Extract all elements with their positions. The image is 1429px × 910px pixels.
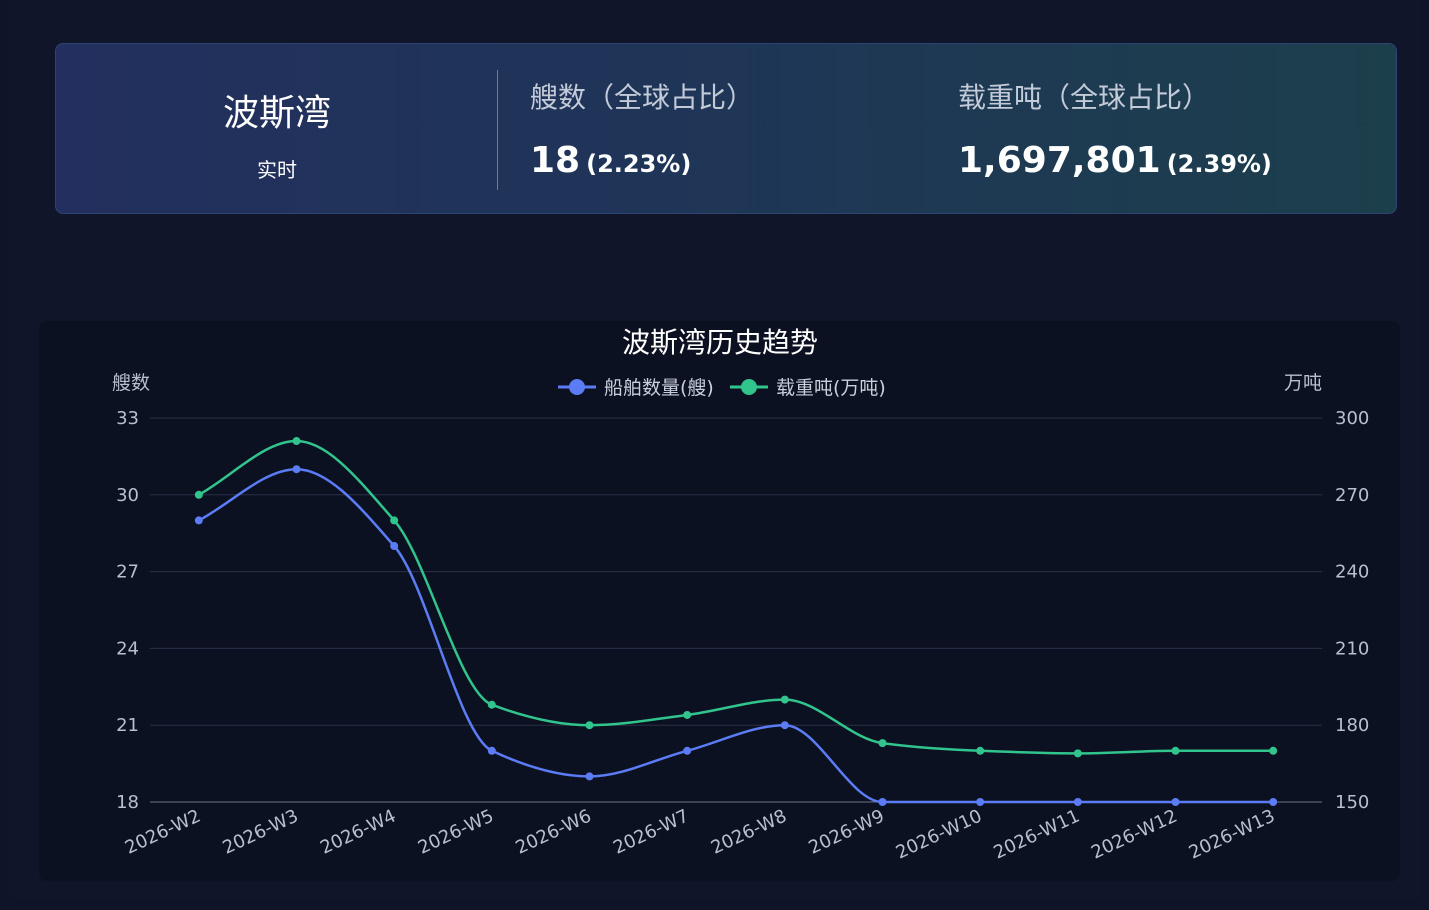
- ships-data-point[interactable]: [976, 798, 985, 806]
- right-axis-tick: 300: [1335, 408, 1369, 429]
- right-axis-name: 万吨: [1284, 372, 1322, 394]
- ships-data-point[interactable]: [194, 516, 203, 525]
- chart-legend[interactable]: 船舶数量(艘) 载重吨(万吨): [558, 377, 886, 399]
- right-axis-tick: 240: [1335, 562, 1369, 583]
- ships-data-point[interactable]: [487, 746, 496, 755]
- x-axis-tick: 2026-W2: [122, 805, 204, 858]
- right-axis-tick: 270: [1335, 485, 1369, 506]
- dwt-series-line: [198, 439, 1274, 755]
- left-axis-tick: 33: [116, 408, 139, 429]
- right-axis-tick: 150: [1335, 792, 1369, 813]
- dwt-data-point[interactable]: [585, 721, 594, 730]
- dwt-data-point[interactable]: [194, 490, 203, 499]
- x-axis-tick: 2026-W9: [805, 805, 887, 858]
- dwt-data-point[interactable]: [878, 739, 887, 748]
- x-axis-tick: 2026-W6: [512, 805, 594, 858]
- dwt-metric: 载重吨（全球占比） 1,697,801 (2.39%): [958, 44, 1378, 215]
- dwt-data-point[interactable]: [487, 700, 496, 709]
- left-axis-tick: 24: [116, 638, 139, 659]
- dwt-data-point[interactable]: [1073, 749, 1082, 758]
- ships-metric: 艘数（全球占比） 18 (2.23%): [530, 44, 950, 215]
- x-axis-tick: 2026-W8: [708, 805, 790, 858]
- dwt-data-point[interactable]: [1171, 746, 1180, 755]
- dwt-data-point[interactable]: [976, 746, 985, 755]
- x-axis-tick: 2026-W10: [893, 805, 986, 863]
- summary-card: 波斯湾 实时 艘数（全球占比） 18 (2.23%) 载重吨（全球占比） 1,69…: [55, 43, 1397, 214]
- x-axis-tick: 2026-W11: [990, 805, 1083, 863]
- left-axis-tick: 30: [116, 485, 139, 506]
- x-axis-tick: 2026-W4: [317, 805, 399, 858]
- x-axis-tick: 2026-W7: [610, 805, 692, 858]
- right-axis-tick: 180: [1335, 715, 1369, 736]
- ships-share: (2.23%): [586, 150, 692, 178]
- dwt-data-point[interactable]: [780, 695, 789, 704]
- dwt-share: (2.39%): [1166, 150, 1272, 178]
- region-block: 波斯湾 实时: [56, 44, 498, 215]
- dwt-total: 1,697,801: [958, 140, 1161, 181]
- ships-data-point[interactable]: [780, 721, 789, 730]
- x-axis-tick: 2026-W12: [1088, 805, 1181, 863]
- ships-data-point[interactable]: [585, 772, 594, 781]
- summary-divider: [497, 70, 498, 190]
- legend-marker: [569, 379, 585, 395]
- left-axis-tick: 18: [116, 792, 139, 813]
- x-axis-tick: 2026-W3: [219, 805, 301, 858]
- left-axis-tick: 21: [116, 715, 139, 736]
- x-axis-tick: 2026-W13: [1186, 805, 1279, 863]
- ships-metric-value: 18 (2.23%): [530, 140, 691, 181]
- ships-data-point[interactable]: [292, 465, 301, 474]
- ships-data-point[interactable]: [683, 746, 692, 755]
- dwt-data-point[interactable]: [292, 437, 301, 446]
- legend-item-dwt[interactable]: 载重吨(万吨): [730, 377, 886, 399]
- x-axis-tick: 2026-W5: [415, 805, 497, 858]
- ships-metric-label: 艘数（全球占比）: [530, 81, 755, 114]
- ships-data-point[interactable]: [1269, 798, 1278, 806]
- ships-count: 18: [530, 140, 581, 181]
- trend-chart-panel: [39, 321, 1400, 881]
- realtime-label: 实时: [257, 158, 297, 182]
- ships-data-point[interactable]: [1073, 798, 1082, 806]
- legend-label: 载重吨(万吨): [776, 377, 886, 399]
- left-axis-tick: 27: [116, 562, 139, 583]
- legend-label: 船舶数量(艘): [604, 377, 714, 399]
- dwt-data-point[interactable]: [1269, 746, 1278, 755]
- legend-item-ships[interactable]: 船舶数量(艘): [558, 377, 714, 399]
- ships-data-point[interactable]: [878, 798, 887, 806]
- dwt-metric-value: 1,697,801 (2.39%): [958, 140, 1272, 181]
- ships-data-point[interactable]: [390, 542, 399, 550]
- left-axis-name: 艘数: [112, 372, 150, 394]
- dwt-metric-label: 载重吨（全球占比）: [958, 81, 1211, 114]
- right-axis-tick: 210: [1335, 638, 1369, 659]
- legend-marker: [741, 379, 757, 395]
- chart-title: 波斯湾历史趋势: [622, 326, 818, 359]
- dwt-data-point[interactable]: [683, 710, 692, 719]
- dwt-data-point[interactable]: [390, 516, 399, 525]
- region-name: 波斯湾: [222, 93, 331, 134]
- ships-data-point[interactable]: [1171, 798, 1180, 806]
